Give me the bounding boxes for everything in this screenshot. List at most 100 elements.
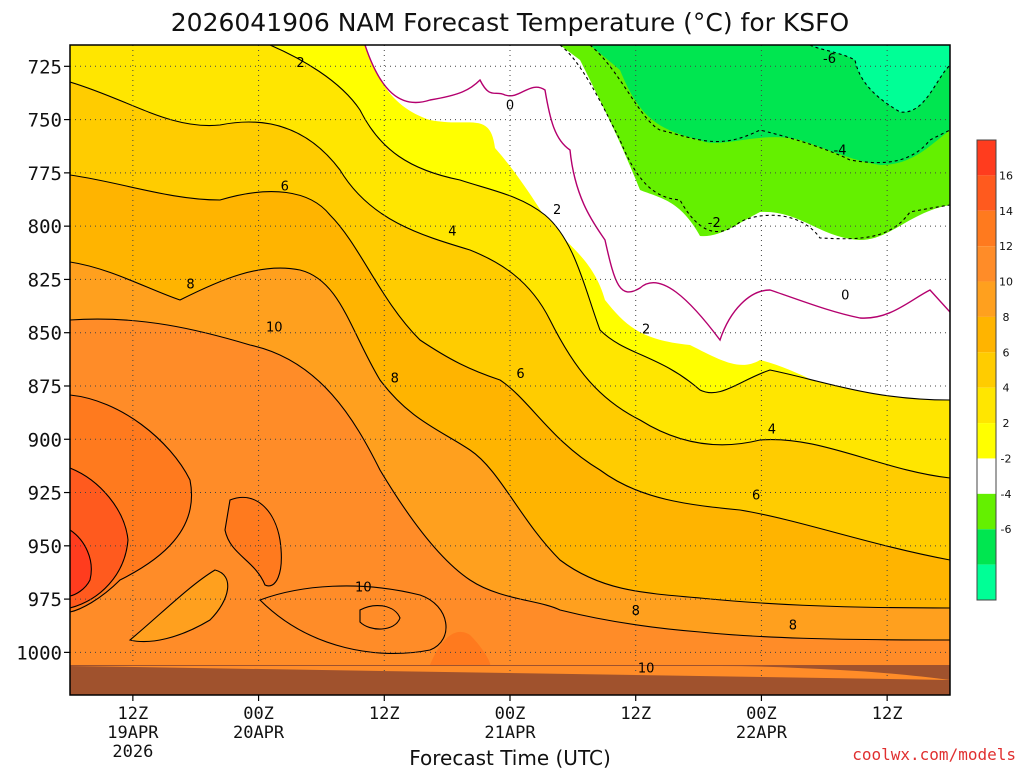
contour-label: 0 [506, 99, 514, 114]
x-date-label: 22APR [736, 723, 788, 743]
colorbar-label: 12 [999, 240, 1013, 253]
contour-label: 2 [296, 56, 304, 71]
contour-label: 0 [841, 288, 849, 303]
x-tick-label: 12Z [369, 704, 400, 724]
isotherm-minus-2 [559, 45, 950, 240]
contour-label: 8 [789, 619, 797, 634]
y-tick-label: 925 [28, 483, 62, 505]
x-date-label: 19APR [107, 723, 159, 743]
x-tick-label: 00Z [495, 704, 526, 724]
colorbar-swatch [977, 140, 996, 176]
colorbar-swatch [977, 352, 996, 388]
band-minus-4-to-minus-6 [590, 45, 950, 165]
x-axis-label: Forecast Time (UTC) [409, 746, 611, 768]
isotherm-14 [70, 467, 129, 609]
grid-lines [70, 45, 950, 695]
colorbar-label: -6 [1001, 523, 1012, 536]
x-tick-label: 12Z [620, 704, 651, 724]
y-tick-label: 800 [28, 216, 62, 238]
chart-title: 2026041906 NAM Forecast Temperature (°C)… [171, 8, 849, 37]
contour-label: 4 [768, 423, 776, 438]
y-tick-label: 875 [28, 376, 62, 398]
isotherm-zero [364, 45, 950, 342]
isotherm-10-pocket [259, 585, 447, 655]
isotherm-10 [70, 318, 950, 641]
colorbar-swatch [977, 387, 996, 424]
colorbar-swatch [977, 175, 996, 211]
contour-label: 6 [281, 180, 289, 195]
y-tick-label: 825 [28, 269, 62, 291]
x-tick-label: 12Z [117, 704, 148, 724]
contour-label: 10 [638, 661, 655, 676]
terrain-ground [70, 665, 950, 695]
contour-label: -6 [823, 52, 836, 67]
colorbar-swatch [977, 529, 996, 565]
x-tick-label: 00Z [746, 704, 777, 724]
colorbar-label: 8 [1003, 311, 1010, 324]
x-tick-label: 12Z [872, 704, 903, 724]
contour-label: 8 [632, 604, 640, 619]
colorbar-label: 2 [1003, 417, 1010, 430]
colorbar-label: 6 [1003, 346, 1010, 359]
x-date-label: 20APR [233, 723, 285, 743]
isotherm-lines [70, 45, 950, 655]
colorbar-swatch [977, 210, 996, 247]
y-tick-label: 950 [28, 536, 62, 558]
color-scale-legend: 16 14 12 10 8 6 4 2 -2 -4 -6 [976, 139, 1013, 601]
colorbar-swatch [977, 316, 996, 353]
isotherm-8 [70, 261, 950, 609]
isotherm-6 [70, 174, 950, 561]
contour-label: 6 [752, 489, 760, 504]
band-above-16-pocket [70, 530, 92, 596]
isotherm-4 [70, 81, 950, 479]
colorbar-swatch [977, 423, 996, 459]
y-tick-label: 900 [28, 429, 62, 451]
x-tick-label: 00Z [243, 704, 274, 724]
contour-label: 10 [355, 580, 372, 595]
y-tick-label: 725 [28, 56, 62, 78]
colorbar-swatch [977, 458, 996, 494]
colorbar-label: 14 [999, 205, 1013, 218]
isotherm-8-pocket [128, 569, 229, 643]
contour-label: 6 [516, 367, 524, 382]
y-tick-label: 775 [28, 163, 62, 185]
contour-label: 10 [266, 320, 283, 335]
y-tick-label: 850 [28, 323, 62, 345]
band-10-to-12-pocket [260, 585, 447, 654]
contour-labels: 2 0 -6 -4 2 -2 6 4 8 0 10 2 8 6 4 6 10 8 8 10 [186, 52, 849, 677]
contour-label: -2 [708, 216, 721, 231]
colorbar-label: 16 [999, 169, 1013, 182]
isotherm-10-pocket-small [359, 605, 401, 630]
contour-label: -4 [834, 143, 847, 158]
colorbar-label: -2 [1001, 452, 1012, 465]
band-12-to-14-pocket-2 [225, 497, 282, 586]
credit-text: coolwx.com/models [852, 745, 1016, 764]
colorbar-label: 10 [999, 276, 1013, 289]
isotherm-12 [70, 394, 192, 613]
contour-label: 8 [391, 371, 399, 386]
y-tick-label: 975 [28, 589, 62, 611]
contour-label: 2 [553, 203, 561, 218]
isotherm-minus-6 [809, 45, 950, 113]
colorbar-swatch [977, 281, 996, 317]
x-year-label: 2026 [112, 742, 153, 762]
contour-label: 2 [642, 322, 650, 337]
y-tick-label: 1000 [16, 642, 62, 664]
band-below-minus-6 [810, 45, 950, 113]
colorbar-swatch [977, 564, 996, 600]
y-tick-label: 750 [28, 110, 62, 132]
isotherm-16 [70, 529, 92, 597]
contour-label: 4 [448, 224, 456, 239]
colorbar-frame [976, 139, 997, 601]
colorbar-swatch [977, 493, 996, 530]
band-12-to-14-pocket-3 [430, 631, 491, 666]
plot-area [70, 45, 950, 695]
contour-label: 8 [186, 278, 194, 293]
negative-isotherm-lines [559, 45, 950, 240]
y-axis: 725 750 775 800 825 850 875 900 925 950 975 1000 [16, 56, 70, 664]
x-date-label: 21APR [484, 723, 536, 743]
colorbar-label: -4 [1001, 488, 1012, 501]
isotherm-2 [269, 45, 950, 401]
